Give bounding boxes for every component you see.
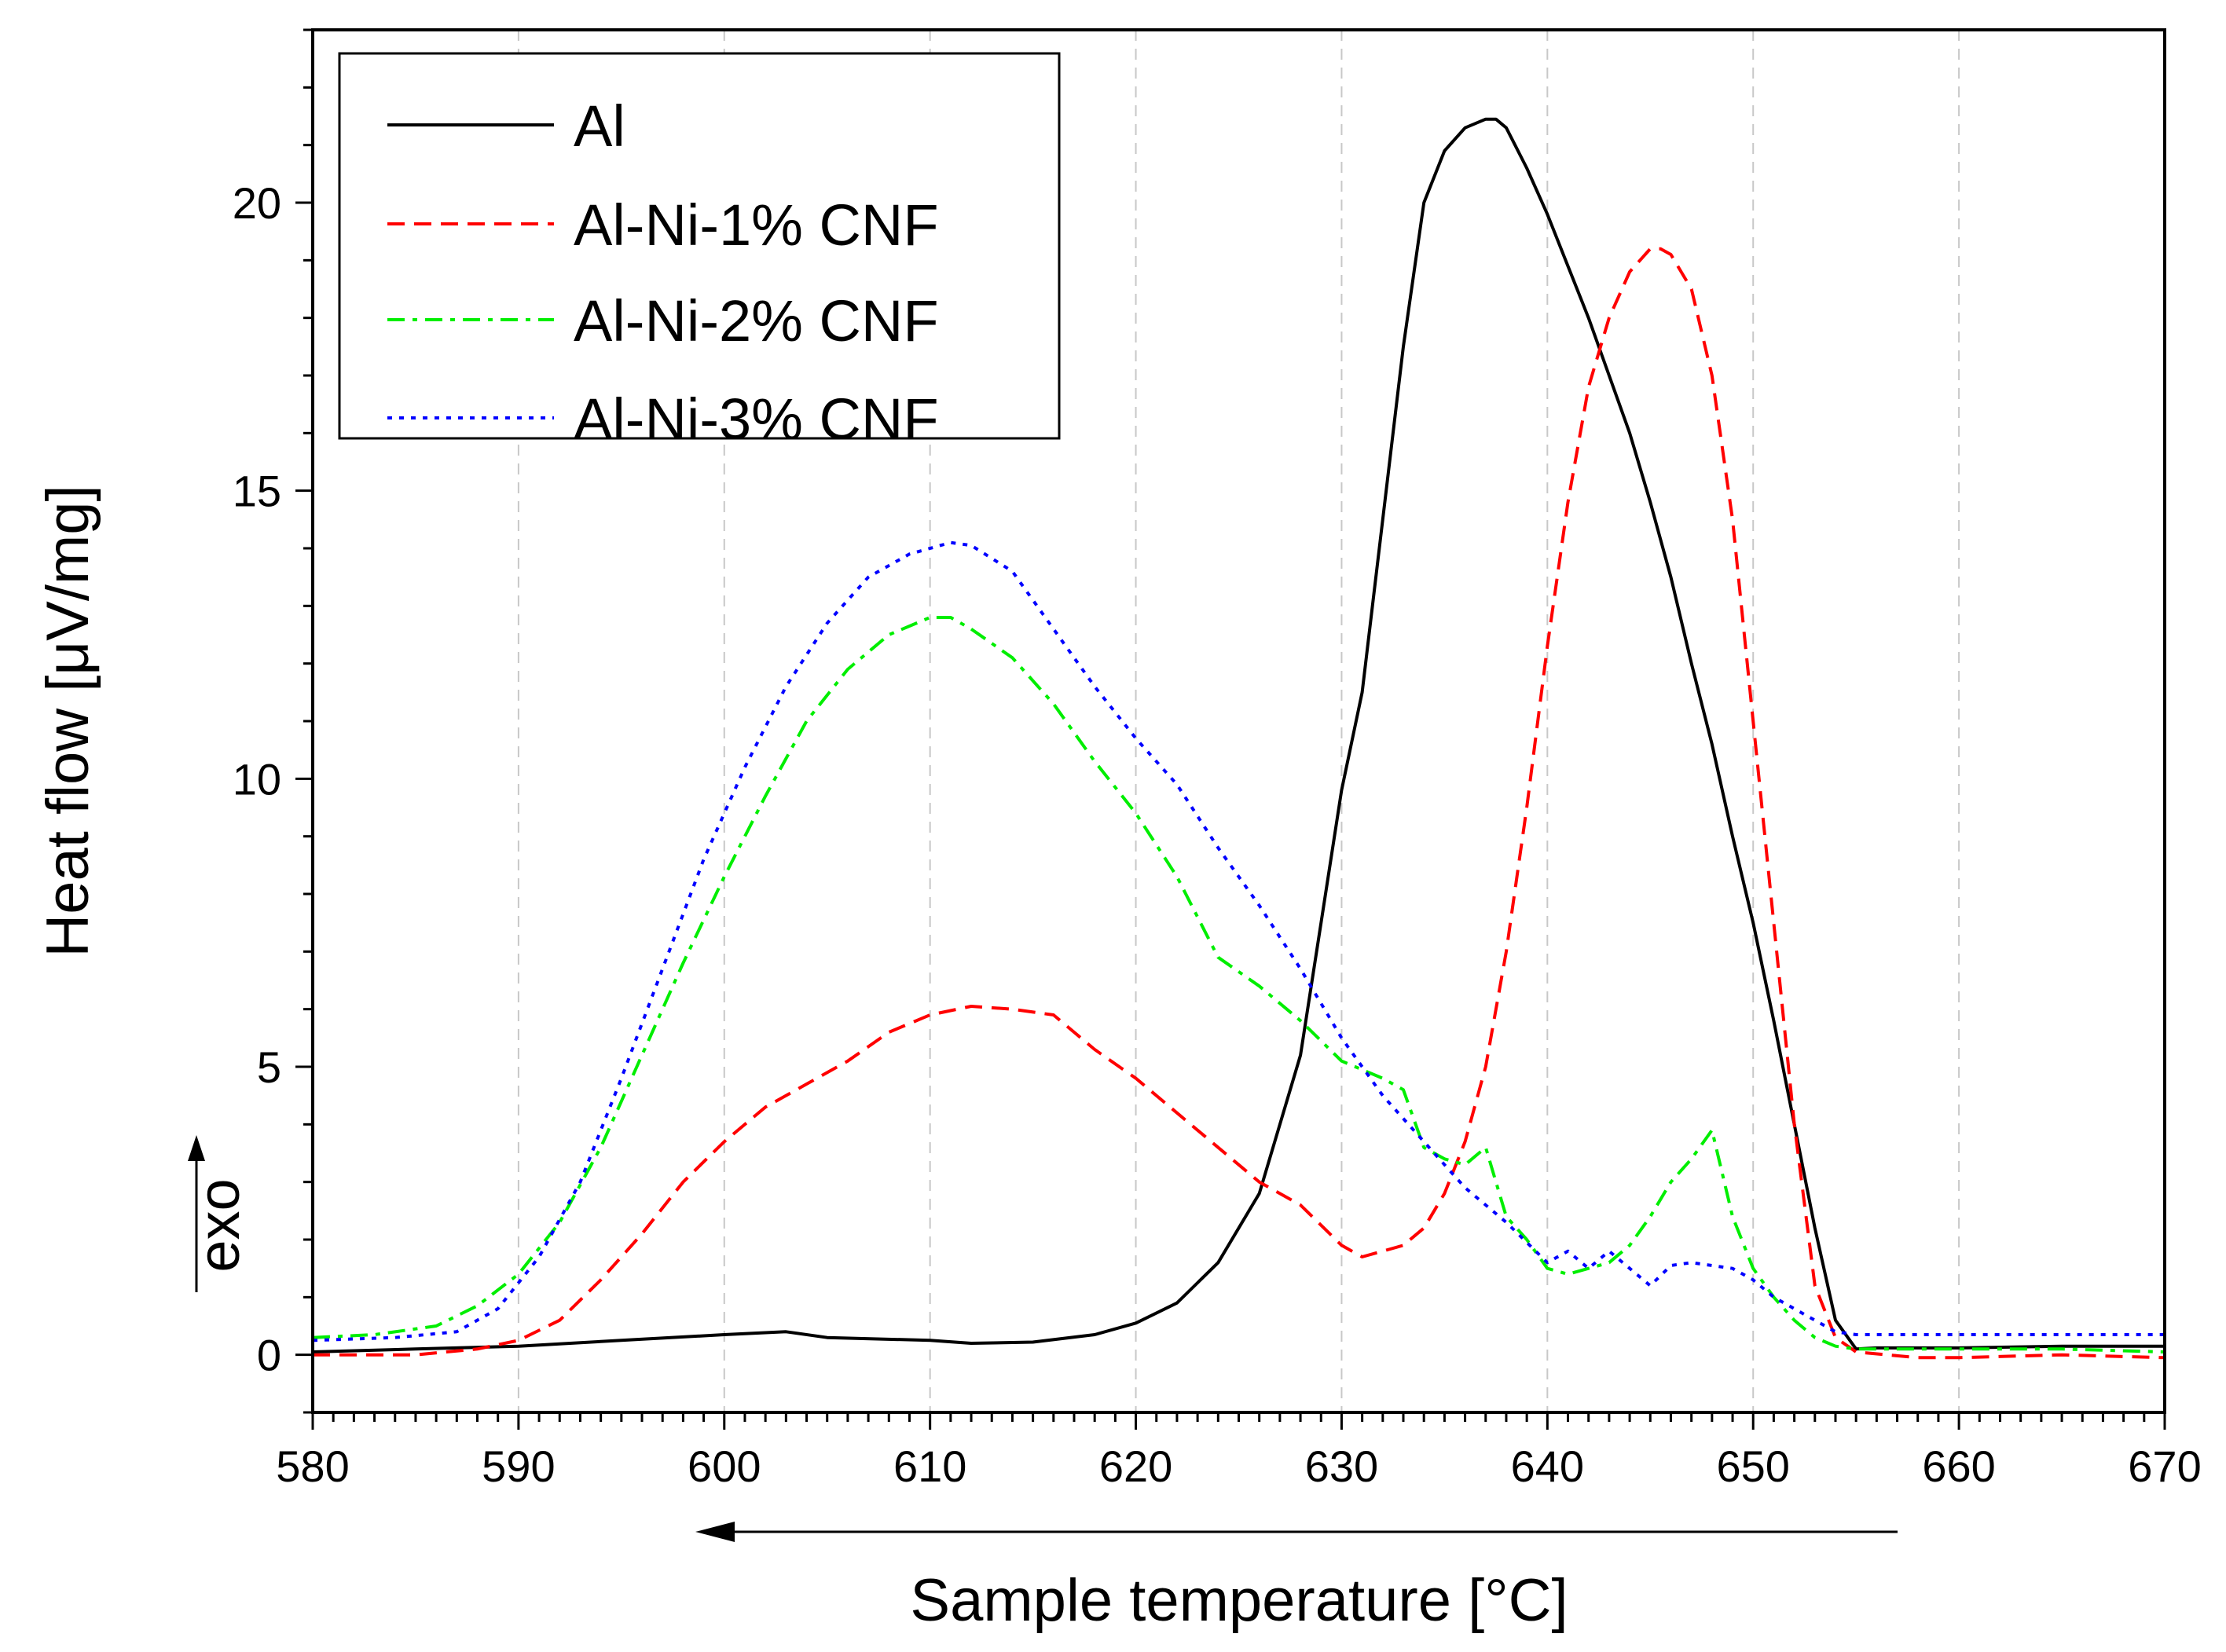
legend-label-3: Al-Ni-2% CNF bbox=[574, 288, 939, 353]
exo-arrow-head bbox=[188, 1135, 205, 1161]
series-line-3 bbox=[312, 616, 2165, 1353]
x-tick-label: 610 bbox=[893, 1441, 966, 1491]
cooling-arrow-head bbox=[695, 1522, 735, 1542]
legend-label-2: Al-Ni-1% CNF bbox=[574, 192, 939, 258]
y-tick-label: 20 bbox=[233, 178, 281, 228]
x-tick-label: 650 bbox=[1717, 1441, 1790, 1491]
x-tick-label: 660 bbox=[1922, 1441, 1995, 1491]
x-tick-label: 590 bbox=[482, 1441, 555, 1491]
x-tick-label: 620 bbox=[1099, 1441, 1172, 1491]
axis-tick-labels: 580 590 600 610 620 630 640 650 660 670 0 5 10 15 20 bbox=[233, 178, 2202, 1491]
x-tick-label: 640 bbox=[1511, 1441, 1584, 1491]
x-tick-label: 600 bbox=[688, 1441, 761, 1491]
legend-label-4: Al-Ni-3% CNF bbox=[574, 386, 939, 452]
cooling-direction-arrow bbox=[695, 1522, 1898, 1542]
x-axis-title: Sample temperature [°C] bbox=[910, 1567, 1568, 1634]
x-tick-label: 630 bbox=[1305, 1441, 1378, 1491]
axis-ticks bbox=[295, 28, 2166, 1430]
series-line-2 bbox=[313, 247, 2165, 1360]
x-tick-label: 580 bbox=[276, 1441, 349, 1491]
legend-box bbox=[338, 52, 1061, 440]
y-axis-title: Heat flow [μV/mg] bbox=[35, 485, 101, 957]
series-line-1 bbox=[312, 117, 2165, 1353]
y-tick-label: 10 bbox=[233, 754, 281, 804]
plot-series bbox=[312, 117, 2165, 1360]
exo-label: exo bbox=[186, 1178, 251, 1272]
x-tick-label: 670 bbox=[2128, 1441, 2201, 1491]
y-tick-label: 0 bbox=[257, 1331, 281, 1380]
y-tick-label: 15 bbox=[233, 467, 281, 516]
legend: Al Al-Ni-1% CNF Al-Ni-2% CNF Al-Ni-3% CNF bbox=[338, 52, 1061, 452]
exo-annotation: exo bbox=[186, 1135, 251, 1292]
y-tick-label: 5 bbox=[257, 1042, 281, 1092]
legend-label-1: Al bbox=[574, 93, 625, 159]
